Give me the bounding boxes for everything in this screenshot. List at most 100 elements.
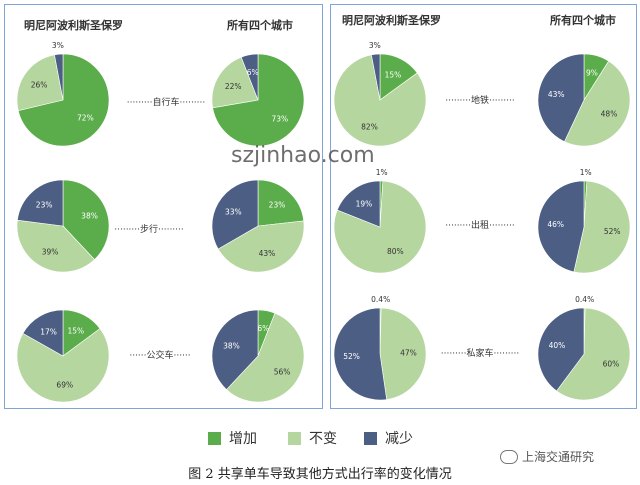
pie-5-minneapolis-label-decrease: 52%: [343, 352, 360, 361]
pie-0-all-cities: 73% 22% 6%: [211, 53, 305, 147]
pie-5-all-cities-label-increase: 0.4%: [575, 295, 594, 304]
pie-1-all-cities: 23% 43% 33%: [211, 179, 305, 273]
pie-2-minneapolis: 15% 69% 17%: [16, 309, 110, 403]
pie-0-all-cities-label-decrease: 6%: [247, 68, 259, 77]
pie-2-minneapolis-slice-unchanged: [16, 328, 110, 403]
pie-3-minneapolis-slice-unchanged: [333, 54, 427, 147]
wechat-icon: [500, 449, 518, 464]
mode-label-3: ·········地铁·········: [445, 96, 515, 106]
header-right-all-cities: 所有四个城市: [550, 14, 616, 27]
mode-label-5: ·········私家车·········: [440, 349, 520, 359]
pie-4-all-cities-slice-unchanged: [573, 180, 631, 274]
pie-3-minneapolis-label-decrease: 3%: [369, 41, 381, 50]
pie-3-all-cities-label-decrease: 43%: [548, 90, 565, 99]
pie-3-minneapolis-slice-decrease: [371, 53, 381, 101]
pie-5-all-cities-label-decrease: 40%: [549, 341, 566, 350]
pie-1-minneapolis-slice-decrease: [17, 179, 64, 227]
pie-3-all-cities-slice-decrease: [537, 53, 585, 143]
pie-1-all-cities-slice-unchanged: [217, 220, 305, 273]
pie-1-minneapolis-label-decrease: 23%: [36, 201, 53, 210]
pie-3-all-cities-label-unchanged: 48%: [601, 110, 618, 119]
header-right-minneapolis: 明尼阿波利斯圣保罗: [342, 14, 441, 27]
pie-3-all-cities-label-increase: 9%: [586, 69, 598, 78]
legend: 增加 不变 减少: [0, 428, 640, 448]
pie-3-minneapolis: 15% 82% 3%: [333, 41, 427, 147]
mode-label-2: ······公交车······: [129, 351, 191, 361]
pie-4-all-cities-label-decrease: 46%: [547, 220, 564, 229]
pie-5-minneapolis-label-increase: 0.4%: [371, 295, 390, 304]
pie-1-minneapolis-label-unchanged: 39%: [42, 247, 59, 256]
pie-1-minneapolis-slice-unchanged: [16, 219, 95, 273]
pie-2-minneapolis-slice-decrease: [22, 309, 64, 357]
pie-5-minneapolis: 0.4% 47% 52%: [333, 295, 427, 401]
legend-item-increase: 增加: [208, 428, 257, 448]
pie-2-all-cities-label-increase: 6%: [257, 324, 269, 333]
pie-2-all-cities-slice-unchanged: [226, 312, 305, 403]
header-left-all-cities: 所有四个城市: [227, 19, 293, 32]
legend-item-decrease: 减少: [364, 428, 413, 448]
pie-1-all-cities-label-unchanged: 43%: [259, 249, 276, 258]
pie-2-minneapolis-label-increase: 15%: [67, 327, 84, 336]
pie-1-minneapolis-slice-increase: [62, 179, 110, 260]
mode-label-0: ·········自行车·········: [126, 98, 206, 108]
pie-2-all-cities-label-unchanged: 56%: [274, 367, 291, 376]
watermark: szjinhao.com: [231, 143, 375, 168]
pie-0-all-cities-label-increase: 73%: [271, 114, 288, 123]
pie-3-minneapolis-label-increase: 15%: [385, 71, 402, 80]
pie-5-all-cities: 0.4% 60% 40%: [537, 295, 631, 401]
pie-4-minneapolis-label-decrease: 19%: [356, 199, 373, 208]
pie-1-all-cities-slice-increase: [257, 179, 305, 227]
pie-4-all-cities-label-increase: 1%: [580, 168, 592, 177]
pie-2-minneapolis-label-decrease: 17%: [40, 327, 57, 336]
pie-5-all-cities-slice-unchanged: [556, 307, 631, 401]
pie-4-all-cities: 1% 52% 46%: [537, 168, 631, 274]
legend-swatch-increase: [208, 431, 221, 445]
legend-label-decrease: 减少: [385, 431, 413, 447]
header-left-minneapolis: 明尼阿波利斯圣保罗: [24, 19, 123, 32]
pie-5-minneapolis-slice-unchanged: [379, 307, 427, 400]
pie-4-minneapolis-label-increase: 1%: [376, 168, 388, 177]
legend-label-unchanged: 不变: [309, 431, 337, 447]
pie-2-all-cities-slice-decrease: [211, 309, 259, 390]
legend-label-increase: 增加: [229, 431, 257, 447]
pie-4-minneapolis-label-unchanged: 80%: [387, 247, 404, 256]
pie-5-all-cities-slice-decrease: [537, 307, 585, 392]
pie-5-all-cities-label-unchanged: 60%: [603, 359, 620, 368]
pie-2-minneapolis-label-unchanged: 69%: [56, 380, 73, 389]
pie-0-all-cities-slice-increase: [212, 53, 305, 147]
pie-0-all-cities-slice-decrease: [240, 53, 259, 101]
brand-name: 上海交通研究: [522, 450, 595, 464]
legend-swatch-decrease: [364, 431, 377, 445]
pie-4-minneapolis-slice-decrease: [336, 180, 381, 228]
pie-4-all-cities-label-unchanged: 52%: [604, 227, 621, 236]
pie-0-minneapolis: 72% 26% 3%: [16, 41, 110, 147]
pie-1-all-cities-slice-decrease: [211, 179, 259, 250]
pie-0-all-cities-label-unchanged: 22%: [225, 82, 242, 91]
pie-0-minneapolis-slice-decrease: [54, 53, 64, 101]
pie-0-minneapolis-slice-unchanged: [16, 54, 64, 111]
legend-swatch-unchanged: [288, 431, 301, 445]
pie-0-all-cities-slice-unchanged: [211, 56, 259, 109]
pie-1-all-cities-label-increase: 23%: [269, 201, 286, 210]
pie-3-all-cities: 9% 48% 43%: [537, 53, 631, 147]
pie-0-minneapolis-label-increase: 72%: [77, 114, 94, 123]
pie-3-all-cities-slice-unchanged: [564, 60, 631, 147]
brand-logo: 上海交通研究: [500, 448, 594, 465]
pie-0-minneapolis-slice-increase: [17, 53, 110, 147]
figure-caption: 图 2 共享单车导致其他方式出行率的变化情况: [188, 467, 452, 482]
pie-4-minneapolis: 1% 80% 19%: [333, 168, 427, 274]
legend-item-unchanged: 不变: [288, 428, 337, 448]
pie-1-minneapolis-label-increase: 38%: [81, 212, 98, 221]
pie-1-minneapolis: 38% 39% 23%: [16, 179, 110, 273]
pie-2-all-cities: 6% 56% 38%: [211, 309, 305, 403]
pie-0-minneapolis-label-decrease: 3%: [52, 41, 64, 50]
pie-5-minneapolis-slice-decrease: [333, 307, 388, 401]
pie-1-all-cities-label-decrease: 33%: [225, 208, 242, 217]
pie-0-minneapolis-label-unchanged: 26%: [31, 80, 48, 89]
pie-4-all-cities-slice-decrease: [537, 180, 585, 273]
pie-2-all-cities-label-decrease: 38%: [223, 342, 240, 351]
mode-label-1: ·········步行·········: [114, 225, 184, 235]
pie-5-minneapolis-label-unchanged: 47%: [400, 348, 417, 357]
mode-label-4: ·········出租·········: [445, 221, 515, 231]
pie-3-minneapolis-label-unchanged: 82%: [361, 123, 378, 132]
